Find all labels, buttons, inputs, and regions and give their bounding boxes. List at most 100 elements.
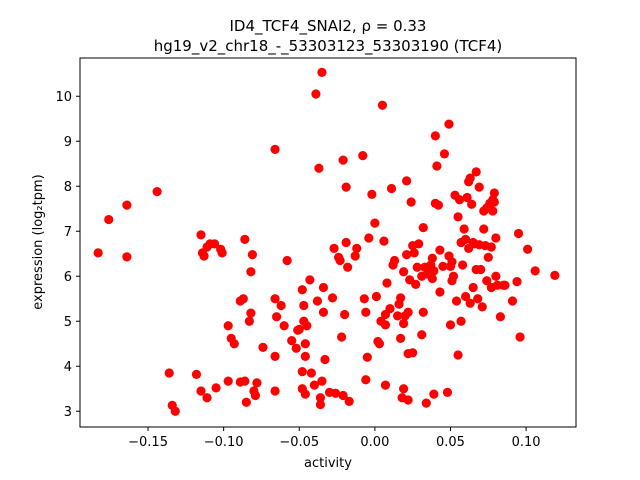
data-point-168 bbox=[457, 260, 468, 270]
data-point-9 bbox=[196, 230, 206, 240]
data-point-5 bbox=[164, 368, 174, 378]
data-point-83 bbox=[341, 237, 351, 248]
data-point-189 bbox=[479, 224, 489, 234]
data-point-208 bbox=[512, 277, 522, 287]
data-point-73 bbox=[327, 293, 338, 303]
data-point-39 bbox=[270, 294, 280, 304]
data-point-210 bbox=[515, 332, 525, 342]
data-point-202 bbox=[491, 271, 501, 281]
data-point-113 bbox=[395, 333, 406, 343]
data-point-89 bbox=[359, 294, 369, 304]
data-point-100 bbox=[377, 100, 388, 110]
data-point-105 bbox=[382, 278, 392, 288]
data-point-119 bbox=[402, 176, 412, 186]
data-point-144 bbox=[429, 266, 439, 276]
data-point-133 bbox=[417, 330, 427, 340]
y-tick-label-2: 5 bbox=[64, 315, 72, 330]
data-point-177 bbox=[467, 199, 477, 209]
data-point-154 bbox=[444, 119, 454, 129]
data-point-169 bbox=[459, 224, 469, 234]
data-point-130 bbox=[412, 262, 422, 272]
data-point-79 bbox=[338, 155, 348, 165]
data-point-142 bbox=[427, 273, 437, 284]
data-point-171 bbox=[461, 234, 471, 244]
data-point-65 bbox=[315, 393, 326, 403]
data-point-3 bbox=[122, 252, 132, 262]
data-point-158 bbox=[447, 257, 457, 267]
data-point-128 bbox=[409, 248, 419, 258]
data-point-87 bbox=[352, 243, 362, 253]
data-point-165 bbox=[454, 195, 465, 205]
data-point-92 bbox=[362, 352, 372, 362]
data-point-42 bbox=[271, 312, 282, 322]
data-point-141 bbox=[427, 253, 437, 263]
data-point-86 bbox=[350, 251, 360, 261]
x-tick-label-5: 0.10 bbox=[512, 435, 541, 450]
data-point-148 bbox=[433, 200, 443, 210]
data-point-1 bbox=[104, 214, 114, 225]
data-point-51 bbox=[297, 367, 307, 377]
data-point-61 bbox=[309, 380, 319, 390]
data-point-172 bbox=[462, 192, 472, 203]
data-point-23 bbox=[229, 339, 239, 349]
data-point-70 bbox=[318, 307, 329, 317]
data-point-187 bbox=[477, 302, 487, 312]
x-tick-label-3: 0.00 bbox=[360, 435, 389, 450]
data-point-103 bbox=[380, 320, 391, 330]
data-point-47 bbox=[291, 343, 301, 353]
data-point-117 bbox=[399, 318, 409, 329]
data-point-116 bbox=[399, 267, 409, 277]
data-point-32 bbox=[246, 267, 256, 277]
data-point-84 bbox=[343, 262, 353, 272]
data-point-204 bbox=[495, 312, 505, 322]
data-point-12 bbox=[199, 251, 209, 261]
data-point-59 bbox=[305, 275, 315, 285]
data-point-30 bbox=[244, 316, 254, 326]
data-point-26 bbox=[238, 294, 248, 304]
data-point-106 bbox=[385, 304, 395, 314]
data-point-167 bbox=[456, 316, 466, 326]
x-tick-label-4: 0.05 bbox=[436, 435, 465, 450]
data-point-156 bbox=[445, 320, 456, 330]
data-point-56 bbox=[300, 351, 310, 361]
data-point-195 bbox=[486, 242, 496, 252]
data-point-137 bbox=[421, 398, 431, 408]
data-point-19 bbox=[217, 248, 227, 258]
data-point-45 bbox=[282, 255, 292, 266]
data-point-181 bbox=[471, 167, 481, 177]
data-point-112 bbox=[395, 293, 406, 303]
data-point-162 bbox=[451, 296, 462, 306]
data-point-68 bbox=[317, 376, 327, 386]
data-point-40 bbox=[270, 351, 280, 361]
data-point-211 bbox=[523, 244, 533, 254]
data-point-78 bbox=[337, 332, 347, 342]
chart-title-line1: ID4_TCF4_SNAI2, ρ = 0.33 bbox=[230, 17, 427, 36]
data-point-46 bbox=[287, 336, 297, 346]
data-point-199 bbox=[489, 188, 499, 198]
data-point-64 bbox=[314, 163, 324, 173]
data-point-115 bbox=[399, 384, 409, 394]
data-point-66 bbox=[315, 399, 326, 410]
y-tick-label-0: 3 bbox=[64, 405, 72, 420]
data-point-91 bbox=[361, 375, 371, 385]
y-tick-label-6: 9 bbox=[64, 135, 72, 150]
data-point-49 bbox=[294, 324, 304, 334]
y-tick-label-3: 6 bbox=[64, 270, 72, 285]
data-point-143 bbox=[429, 389, 439, 399]
data-point-36 bbox=[252, 378, 262, 388]
data-point-96 bbox=[371, 291, 381, 302]
data-point-122 bbox=[403, 395, 413, 405]
data-point-93 bbox=[364, 233, 374, 243]
data-point-88 bbox=[358, 151, 368, 161]
data-point-4 bbox=[152, 187, 162, 197]
data-point-35 bbox=[250, 390, 261, 401]
y-tick-label-1: 4 bbox=[64, 360, 72, 375]
data-point-200 bbox=[489, 197, 499, 207]
data-point-7 bbox=[170, 406, 180, 416]
data-point-37 bbox=[258, 342, 268, 352]
data-point-27 bbox=[240, 376, 250, 386]
data-point-53 bbox=[299, 300, 309, 311]
data-point-110 bbox=[392, 311, 403, 321]
data-point-28 bbox=[240, 234, 250, 244]
